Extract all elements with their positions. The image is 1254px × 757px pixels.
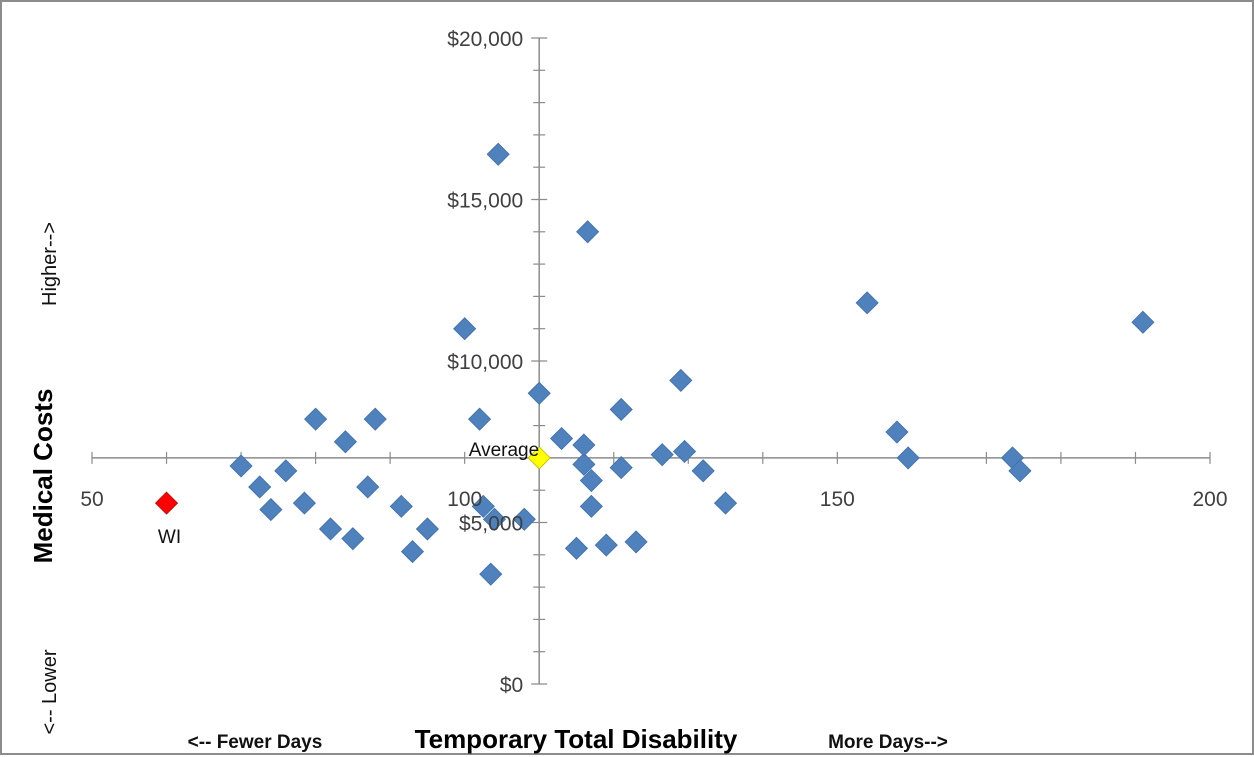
y-tick-label: $15,000: [447, 190, 523, 213]
data-point: [482, 507, 507, 531]
x-tick-label: 100: [447, 488, 482, 511]
wi-point: [154, 491, 179, 515]
data-point: [356, 475, 380, 499]
data-point: [341, 527, 365, 551]
y-tick-label: $10,000: [447, 351, 523, 374]
data-point: [691, 459, 715, 483]
data-point: [248, 475, 272, 499]
data-point: [549, 426, 574, 451]
data-point: [609, 456, 633, 480]
x-hint-fewer-days: <-- Fewer Days: [188, 732, 323, 753]
data-point: [400, 540, 425, 564]
x-axis-title: Temporary Total Disability: [415, 724, 738, 754]
data-point: [486, 142, 510, 166]
data-point: [274, 459, 298, 483]
data-point: [229, 454, 253, 478]
data-point: [1008, 459, 1032, 483]
average-label: Average: [469, 440, 539, 461]
data-point: [572, 452, 596, 476]
data-point: [363, 407, 387, 431]
wi-label: WI: [158, 527, 181, 548]
y-tick-label: $5,000: [459, 513, 523, 536]
data-point: [669, 368, 693, 392]
average-point: [527, 446, 551, 470]
data-point: [292, 491, 316, 515]
data-point: [318, 517, 343, 541]
data-point: [896, 446, 920, 470]
data-point: [885, 420, 909, 444]
data-point: [572, 433, 596, 457]
labels-layer: 50 100 150 200 $0 $5,000 $10,000 $15,000 $20,000…: [28, 28, 1228, 754]
data-point: [479, 562, 503, 586]
data-point: [713, 491, 738, 515]
data-point: [415, 517, 439, 541]
data-point: [594, 533, 618, 557]
data-point: [304, 407, 328, 431]
data-point: [624, 530, 648, 554]
x-hint-more-days: More Days-->: [828, 732, 948, 753]
y-tick-label: $0: [500, 674, 523, 697]
data-point: [333, 430, 357, 454]
data-point: [471, 494, 495, 518]
x-tick-label: 150: [820, 488, 855, 511]
data-point: [579, 468, 603, 493]
data-point: [453, 317, 477, 341]
data-point: [527, 381, 551, 405]
axes-layer: [91, 37, 1211, 685]
data-point: [576, 220, 600, 244]
x-tick-label: 50: [80, 488, 103, 511]
data-point: [259, 498, 283, 522]
data-point: [672, 439, 697, 464]
data-point: [512, 507, 536, 531]
data-point: [609, 397, 633, 422]
data-point: [389, 494, 413, 518]
points-layer: [154, 142, 1155, 586]
data-point: [468, 407, 492, 431]
data-point: [1131, 310, 1155, 334]
data-point: [855, 291, 879, 315]
y-hint-higher: Higher-->: [39, 222, 61, 306]
y-tick-label: $20,000: [447, 28, 523, 51]
y-hint-lower: <-- Lower: [39, 649, 61, 734]
y-axis-title: Medical Costs: [28, 389, 58, 564]
data-point: [564, 536, 589, 560]
data-point: [579, 494, 603, 518]
x-tick-label: 200: [1192, 488, 1227, 511]
data-point: [650, 443, 674, 467]
